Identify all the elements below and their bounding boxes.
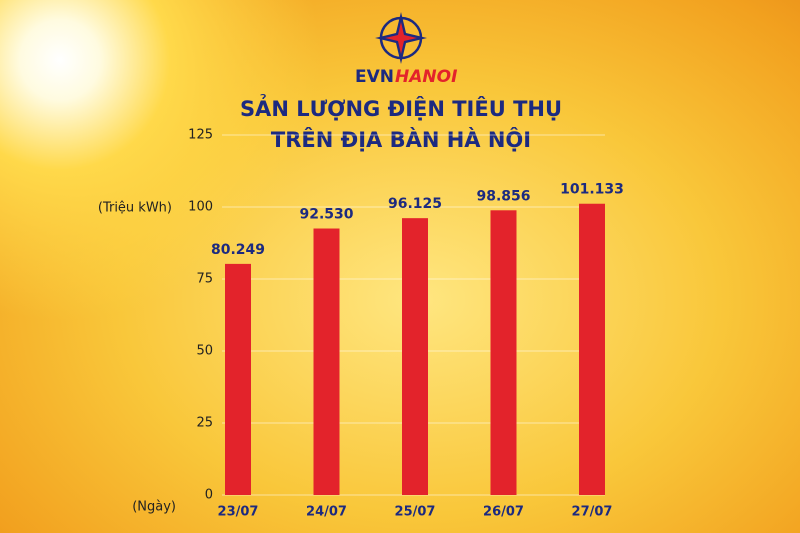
data-label: 98.856 bbox=[476, 188, 530, 204]
y-tick-label: 25 bbox=[196, 416, 213, 431]
y-tick-label: 75 bbox=[196, 272, 213, 287]
x-tick-label: 27/07 bbox=[572, 505, 613, 520]
y-tick-label: 125 bbox=[188, 128, 213, 143]
bar bbox=[313, 228, 340, 495]
logo-text: EVN bbox=[355, 67, 394, 87]
bar bbox=[579, 203, 605, 496]
data-label: 80.249 bbox=[211, 242, 265, 258]
logo-icon bbox=[375, 12, 427, 64]
bar bbox=[225, 263, 251, 495]
bar bbox=[402, 218, 428, 495]
data-label: 96.125 bbox=[388, 196, 442, 212]
bar bbox=[490, 210, 517, 495]
x-tick-label: 23/07 bbox=[218, 505, 259, 520]
chart-title: SẢN LƯỢNG ĐIỆN TIÊU THỤ bbox=[240, 94, 562, 121]
logo-text: HANOI bbox=[395, 67, 457, 87]
chart-title: TRÊN ĐỊA BÀN HÀ NỘI bbox=[271, 126, 531, 152]
y-tick-label: 0 bbox=[205, 488, 213, 503]
y-axis-label: (Triệu kWh) bbox=[98, 201, 172, 216]
x-tick-label: 26/07 bbox=[483, 505, 524, 520]
x-tick-label: 24/07 bbox=[306, 505, 347, 520]
x-tick-label: 25/07 bbox=[395, 505, 436, 520]
y-tick-label: 100 bbox=[188, 200, 213, 215]
data-label: 101.133 bbox=[560, 182, 624, 198]
x-axis-label: (Ngày) bbox=[132, 500, 176, 515]
y-tick-label: 50 bbox=[196, 344, 213, 359]
data-label: 92.530 bbox=[299, 207, 353, 223]
